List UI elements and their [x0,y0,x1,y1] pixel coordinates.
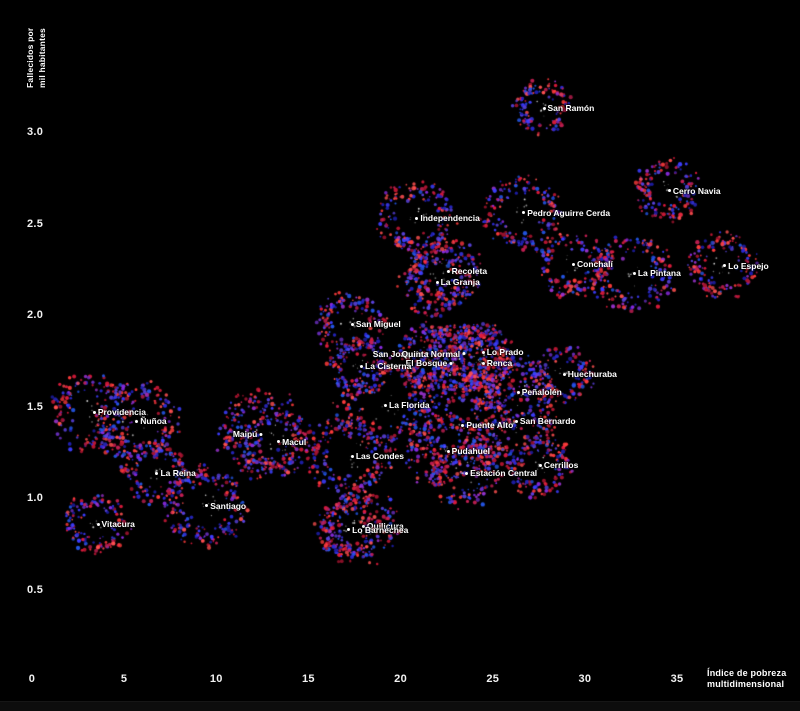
x-axis-title-line1: Índice de pobreza [707,668,787,678]
y-axis-title-line1: Fallecidos por [25,27,35,88]
y-axis-title-line2: mil habitantes [37,28,47,88]
x-axis-title-line2: multidimensional [707,679,785,689]
y-axis-title: Fallecidos por mil habitantes [24,28,48,88]
x-axis-title: Índice de pobreza multidimensional [707,668,786,690]
footer-bar [0,701,800,711]
